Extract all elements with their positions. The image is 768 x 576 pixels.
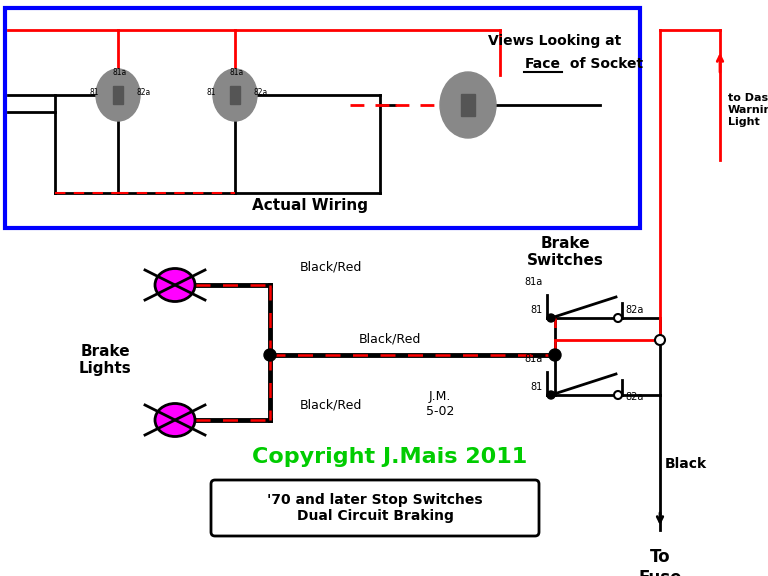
Text: Brake
Lights: Brake Lights [78, 344, 131, 376]
Text: '70 and later Stop Switches
Dual Circuit Braking: '70 and later Stop Switches Dual Circuit… [267, 493, 483, 523]
Text: Views Looking at: Views Looking at [488, 34, 621, 48]
Text: 81a: 81a [113, 68, 127, 77]
Bar [5, 8, 640, 228]
Text: 81: 81 [531, 305, 543, 315]
Text: Face: Face [525, 57, 561, 71]
Text: 82a: 82a [625, 392, 644, 402]
Text: 81a: 81a [525, 277, 543, 287]
Text: Copyright J.Mais 2011: Copyright J.Mais 2011 [253, 447, 528, 467]
FancyBboxPatch shape [211, 480, 539, 536]
Text: To
Fuse: To Fuse [638, 548, 682, 576]
Bar [230, 86, 240, 104]
Ellipse shape [96, 69, 140, 121]
Text: Brake
Switches: Brake Switches [527, 236, 604, 268]
Text: to Dash
Warning
Light: to Dash Warning Light [728, 93, 768, 127]
Circle shape [547, 391, 555, 399]
Circle shape [549, 349, 561, 361]
Text: 81a: 81a [525, 354, 543, 364]
Text: 81: 81 [531, 382, 543, 392]
Text: Black: Black [665, 457, 707, 471]
Text: 81a: 81a [230, 68, 244, 77]
Text: 82a: 82a [137, 88, 151, 97]
Text: Black/Red: Black/Red [359, 333, 421, 346]
Ellipse shape [155, 268, 195, 301]
Text: Actual Wiring: Actual Wiring [252, 198, 368, 213]
Text: of Socket: of Socket [565, 57, 643, 71]
Text: 81: 81 [207, 88, 216, 97]
Circle shape [614, 314, 622, 322]
Circle shape [655, 335, 665, 345]
Text: 82a: 82a [254, 88, 268, 97]
Text: 81: 81 [89, 88, 99, 97]
Circle shape [264, 349, 276, 361]
Text: 82a: 82a [625, 305, 644, 315]
Circle shape [547, 314, 555, 322]
Bar [461, 94, 475, 116]
Ellipse shape [155, 404, 195, 437]
Ellipse shape [213, 69, 257, 121]
Ellipse shape [440, 72, 496, 138]
Text: Black/Red: Black/Red [300, 398, 362, 411]
Text: Black/Red: Black/Red [300, 260, 362, 273]
Circle shape [614, 391, 622, 399]
Bar [113, 86, 123, 104]
Text: J.M.
5-02: J.M. 5-02 [425, 390, 454, 418]
